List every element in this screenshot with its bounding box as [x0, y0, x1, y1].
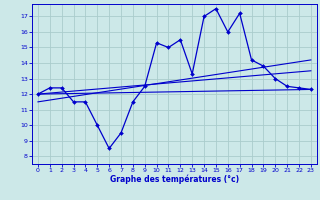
X-axis label: Graphe des températures (°c): Graphe des températures (°c)	[110, 175, 239, 184]
